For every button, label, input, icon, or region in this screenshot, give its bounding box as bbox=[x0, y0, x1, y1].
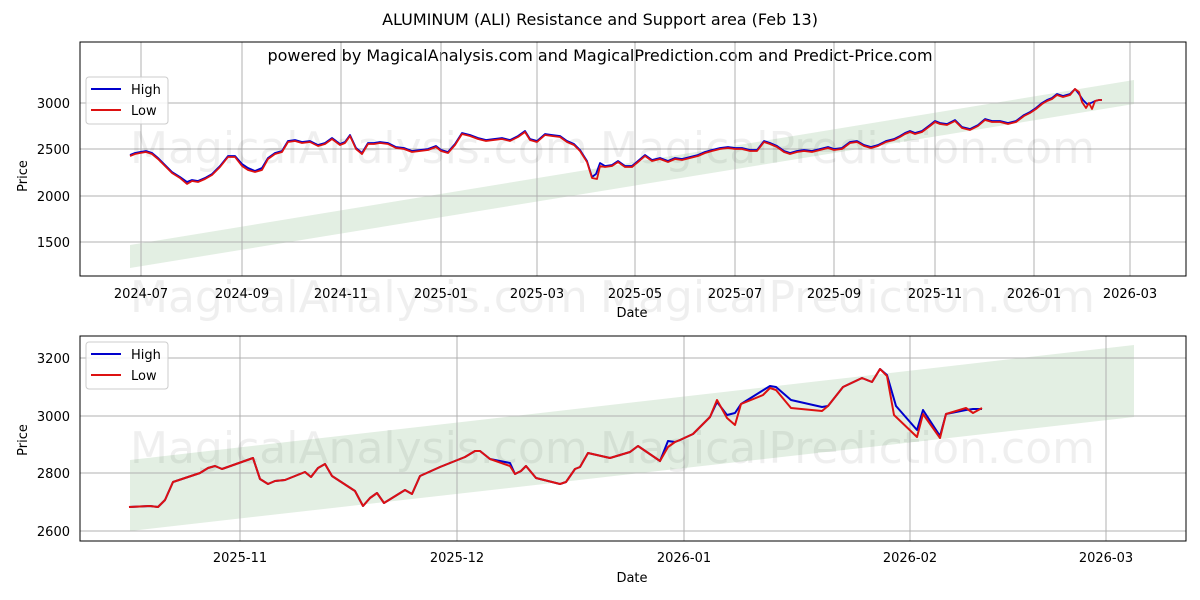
top-ytick-1500: 1500 bbox=[37, 236, 70, 251]
top-ytick-2500: 2500 bbox=[37, 143, 70, 158]
watermark-magicalanalysis-lower: MagicalAnalysis.com bbox=[130, 272, 588, 323]
top-ytick-2000: 2000 bbox=[37, 190, 70, 205]
top-chart: MagicalAnalysis.com MagicalPrediction.co… bbox=[16, 41, 1187, 323]
top-xticks: 2024-07 2024-09 2024-11 2025-01 2025-03 … bbox=[114, 287, 1157, 302]
bottom-ytick-2800: 2800 bbox=[37, 467, 70, 482]
bottom-legend: High Low bbox=[85, 341, 169, 390]
top-xtick: 2025-11 bbox=[908, 287, 962, 302]
legend-high-label: High bbox=[131, 348, 161, 363]
top-xtick: 2024-11 bbox=[314, 287, 368, 302]
top-xtick: 2025-09 bbox=[807, 287, 861, 302]
top-grid bbox=[80, 42, 1186, 276]
top-low-line bbox=[129, 88, 1102, 185]
top-xtick: 2026-01 bbox=[1007, 287, 1061, 302]
legend-high-label: High bbox=[131, 83, 161, 98]
top-xtick: 2025-05 bbox=[608, 287, 662, 302]
bottom-xtick: 2026-01 bbox=[657, 551, 711, 566]
top-x-axis-label: Date bbox=[616, 306, 647, 321]
top-xtick: 2024-09 bbox=[215, 287, 269, 302]
top-xtick: 2026-03 bbox=[1103, 287, 1157, 302]
watermark-magicalanalysis-bottom: MagicalAnalysis.com bbox=[130, 423, 588, 474]
bottom-ytick-2600: 2600 bbox=[37, 525, 70, 540]
bottom-plot-frame bbox=[79, 335, 1187, 542]
bottom-low-line bbox=[128, 368, 983, 508]
top-xtick: 2025-01 bbox=[414, 287, 468, 302]
legend-low-label: Low bbox=[131, 369, 157, 384]
watermark-magicalprediction: MagicalPrediction.com bbox=[600, 123, 1095, 174]
bottom-xtick: 2026-02 bbox=[883, 551, 937, 566]
top-xtick: 2024-07 bbox=[114, 287, 168, 302]
bottom-xticks: 2025-11 2025-12 2026-01 2026-02 2026-03 bbox=[213, 551, 1133, 566]
top-plot-frame bbox=[79, 41, 1187, 277]
top-xtick: 2025-03 bbox=[510, 287, 564, 302]
watermark-magicalprediction-bottom: MagicalPrediction.com bbox=[600, 423, 1095, 474]
bottom-xtick: 2025-11 bbox=[213, 551, 267, 566]
top-y-axis-label: Price bbox=[16, 160, 31, 192]
bottom-grid bbox=[80, 336, 1186, 541]
bottom-support-resistance-band bbox=[130, 345, 1134, 531]
bottom-ytick-3000: 3000 bbox=[37, 410, 70, 425]
top-ytick-3000: 3000 bbox=[37, 97, 70, 112]
chart-title: ALUMINUM (ALI) Resistance and Support ar… bbox=[382, 10, 818, 29]
chart-subtitle: powered by MagicalAnalysis.com and Magic… bbox=[267, 46, 933, 65]
bottom-y-axis-label: Price bbox=[16, 424, 31, 456]
bottom-xtick: 2025-12 bbox=[430, 551, 484, 566]
top-support-resistance-band bbox=[130, 80, 1134, 268]
bottom-chart: MagicalAnalysis.com MagicalPrediction.co… bbox=[16, 335, 1187, 586]
bottom-xtick: 2026-03 bbox=[1079, 551, 1133, 566]
bottom-x-axis-label: Date bbox=[616, 571, 647, 586]
top-legend: High Low bbox=[85, 76, 169, 125]
watermark-magicalprediction-lower: MagicalPrediction.com bbox=[600, 272, 1095, 323]
watermark-magicalanalysis: MagicalAnalysis.com bbox=[130, 123, 588, 174]
bottom-ytick-3200: 3200 bbox=[37, 352, 70, 367]
top-xtick: 2025-07 bbox=[708, 287, 762, 302]
legend-low-label: Low bbox=[131, 104, 157, 119]
